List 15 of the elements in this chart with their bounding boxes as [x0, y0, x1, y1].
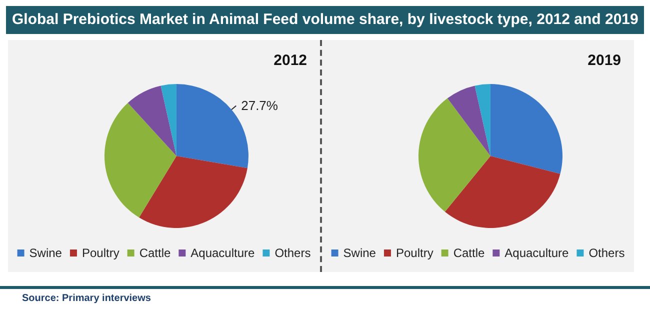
- source-note: Source: Primary interviews: [22, 293, 152, 304]
- legend-label: Others: [274, 246, 311, 260]
- legend-label: Swine: [343, 246, 376, 260]
- chart-title: 2012: [274, 52, 308, 69]
- legend-label: Swine: [29, 246, 62, 260]
- legend-label: Aquaculture: [190, 246, 256, 260]
- legend-label: Aquaculture: [504, 246, 570, 260]
- chart-title: 2019: [588, 52, 622, 69]
- legend-label: Poultry: [396, 246, 434, 260]
- legend-label: Cattle: [453, 246, 485, 260]
- text: Global Prebiotics Market in Animal Feed volume share, by livestock type, 2012 and 2019: [12, 11, 638, 28]
- data-label: 27.7%: [241, 98, 278, 114]
- legend-label: Poultry: [82, 246, 120, 260]
- legend-label: Others: [588, 246, 625, 260]
- legend-label: Cattle: [139, 246, 171, 260]
